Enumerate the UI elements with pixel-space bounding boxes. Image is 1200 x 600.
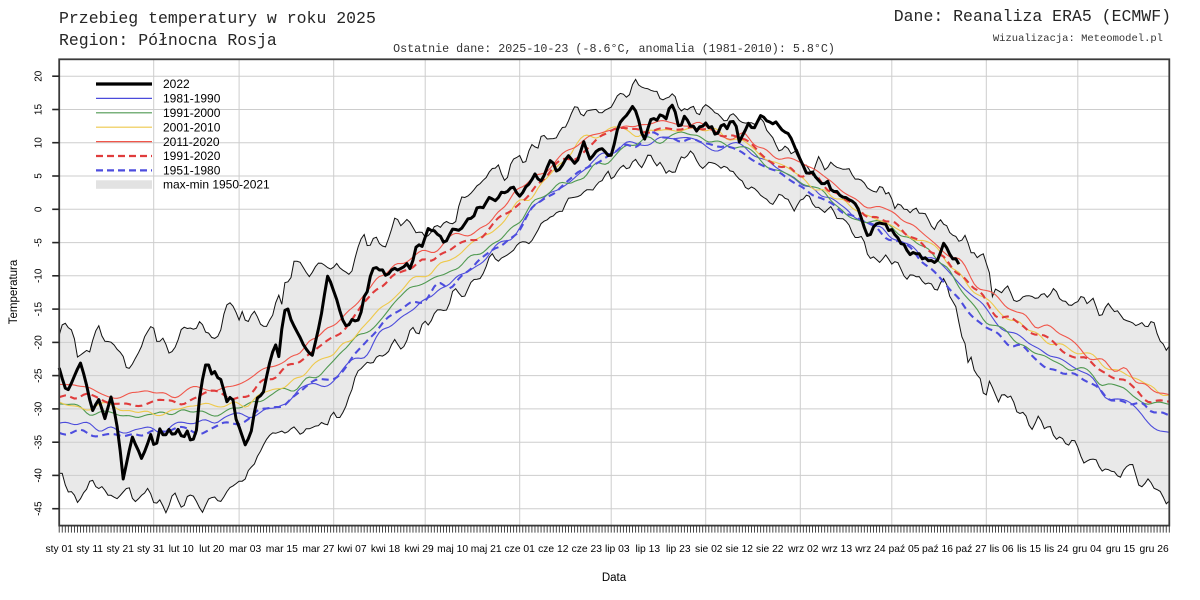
svg-text:lut 20: lut 20: [199, 544, 224, 555]
svg-text:5: 5: [34, 173, 45, 179]
svg-text:sie 22: sie 22: [756, 544, 784, 555]
svg-text:20: 20: [34, 70, 45, 82]
svg-text:1991-2000: 1991-2000: [163, 106, 221, 120]
svg-text:Data: Data: [602, 572, 627, 584]
svg-text:sty 31: sty 31: [137, 544, 165, 555]
svg-text:-35: -35: [34, 435, 45, 450]
svg-text:lis 24: lis 24: [1044, 544, 1068, 555]
svg-text:Przebieg temperatury w roku 20: Przebieg temperatury w roku 2025: [59, 9, 376, 28]
svg-text:gru 04: gru 04: [1072, 544, 1101, 555]
svg-text:kwi 18: kwi 18: [371, 544, 400, 555]
svg-text:sie 02: sie 02: [695, 544, 723, 555]
svg-text:cze 01: cze 01: [505, 544, 536, 555]
svg-text:mar 03: mar 03: [229, 544, 261, 555]
svg-text:1981-1990: 1981-1990: [163, 92, 221, 106]
svg-text:mar 15: mar 15: [266, 544, 298, 555]
svg-text:lis 15: lis 15: [1017, 544, 1041, 555]
svg-text:cze 12: cze 12: [538, 544, 569, 555]
svg-text:wrz 24: wrz 24: [854, 544, 886, 555]
svg-text:wrz 02: wrz 02: [787, 544, 819, 555]
svg-text:lip 13: lip 13: [635, 544, 660, 555]
svg-text:kwi 07: kwi 07: [337, 544, 366, 555]
svg-text:Ostatnie dane: 2025-10-23 (-8.: Ostatnie dane: 2025-10-23 (-8.6°C, anoma…: [393, 42, 835, 56]
svg-text:lip 23: lip 23: [666, 544, 691, 555]
svg-text:2011-2020: 2011-2020: [163, 135, 220, 149]
svg-text:sie 12: sie 12: [726, 544, 754, 555]
svg-text:0: 0: [34, 206, 45, 212]
svg-text:paź 27: paź 27: [956, 544, 987, 555]
svg-text:-15: -15: [34, 301, 45, 316]
svg-text:kwi 29: kwi 29: [405, 544, 434, 555]
svg-text:2001-2010: 2001-2010: [163, 120, 221, 134]
svg-text:paź 05: paź 05: [889, 544, 920, 555]
svg-text:-45: -45: [34, 501, 45, 516]
svg-text:maj 10: maj 10: [437, 544, 468, 555]
svg-text:1951-1980: 1951-1980: [163, 164, 221, 178]
svg-text:-10: -10: [34, 268, 45, 283]
svg-text:gru 26: gru 26: [1139, 544, 1168, 555]
svg-text:-25: -25: [34, 368, 45, 383]
svg-text:paź 16: paź 16: [922, 544, 953, 555]
svg-text:Temperatura: Temperatura: [8, 259, 20, 324]
svg-text:sty 11: sty 11: [76, 544, 103, 555]
svg-text:15: 15: [34, 104, 45, 116]
svg-text:cze 23: cze 23: [572, 544, 603, 555]
svg-text:-40: -40: [34, 468, 45, 483]
svg-text:max-min 1950-2021: max-min 1950-2021: [163, 178, 270, 192]
svg-text:lip 03: lip 03: [605, 544, 630, 555]
svg-text:Wizualizacja: Meteomodel.pl: Wizualizacja: Meteomodel.pl: [993, 33, 1163, 45]
svg-text:lut 10: lut 10: [169, 544, 194, 555]
svg-text:gru 15: gru 15: [1106, 544, 1135, 555]
svg-text:1991-2020: 1991-2020: [163, 149, 221, 163]
svg-text:maj 21: maj 21: [471, 544, 502, 555]
svg-text:sty 21: sty 21: [106, 544, 134, 555]
svg-text:2022: 2022: [163, 77, 190, 91]
svg-text:-5: -5: [34, 238, 45, 247]
svg-text:10: 10: [34, 137, 45, 149]
svg-text:lis 06: lis 06: [990, 544, 1014, 555]
svg-text:sty 01: sty 01: [45, 544, 73, 555]
svg-text:Dane: Reanaliza ERA5 (ECMWF): Dane: Reanaliza ERA5 (ECMWF): [894, 7, 1171, 26]
svg-text:Region: Północna Rosja: Region: Północna Rosja: [59, 31, 277, 50]
svg-text:-20: -20: [34, 335, 45, 350]
svg-text:mar 27: mar 27: [302, 544, 334, 555]
svg-text:-30: -30: [34, 401, 45, 416]
svg-text:wrz 13: wrz 13: [821, 544, 853, 555]
